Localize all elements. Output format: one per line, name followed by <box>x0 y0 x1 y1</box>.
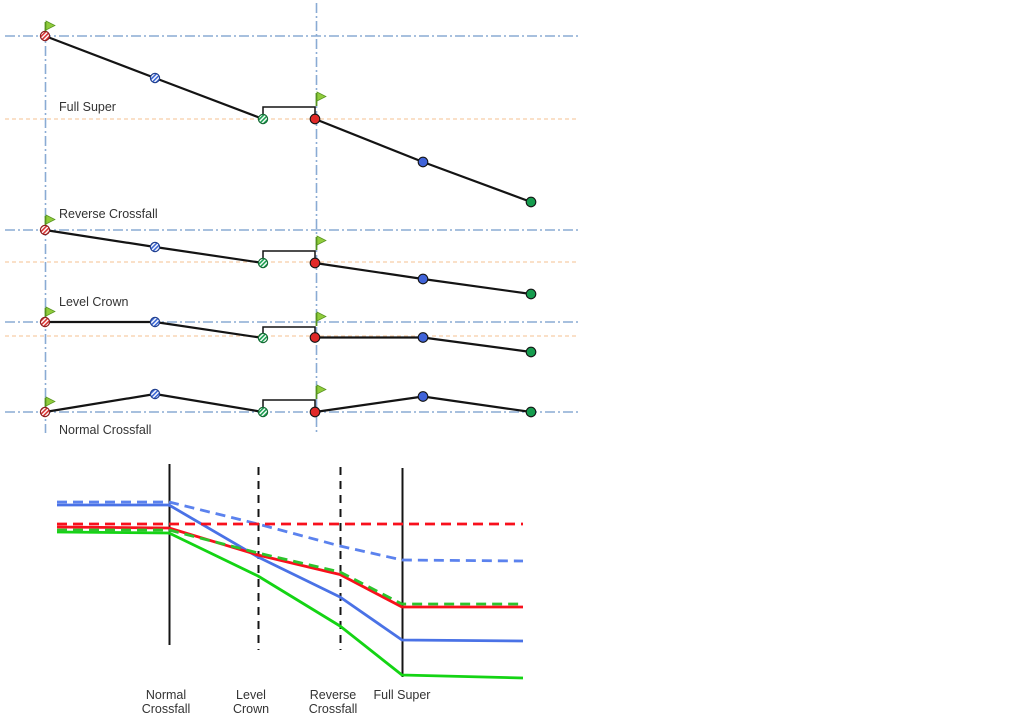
series-blue-dashed <box>57 500 524 563</box>
stage-label-line: Crossfall <box>308 701 358 716</box>
green-hatched-marker <box>257 406 269 418</box>
green-marker <box>525 406 537 418</box>
crown-step-normal-crossfall <box>262 399 316 412</box>
section-label-reverse-crossfall: Reverse Crossfall <box>59 207 158 221</box>
blue-marker <box>417 332 429 343</box>
flag-icon-full-super-0 <box>45 20 56 31</box>
flag-icon-reverse-crossfall-1 <box>316 235 327 246</box>
flag-icon-normal-crossfall-1 <box>316 384 327 395</box>
series-green-solid <box>56 530 524 680</box>
red-hatched-marker <box>39 316 51 328</box>
blue-marker <box>417 156 429 168</box>
stage-label-line: Crossfall <box>141 701 191 716</box>
flag-icon-reverse-crossfall-0 <box>45 214 56 225</box>
stage-label-normal-crossfall: Normal Crossfall <box>96 688 236 716</box>
crown-step-full-super <box>262 106 316 119</box>
stage-label-line: Crown <box>232 701 270 716</box>
red-hatched-marker <box>39 30 51 42</box>
green-marker <box>525 288 537 300</box>
blue-marker <box>417 391 429 402</box>
green-hatched-marker <box>257 332 269 344</box>
section-label-level-crown: Level Crown <box>59 295 129 309</box>
section-label-normal-crossfall: Normal Crossfall <box>59 423 152 437</box>
stage-label-level-crown: Level Crown <box>181 688 321 716</box>
section-label-full-super: Full Super <box>59 100 116 114</box>
green-marker <box>525 196 537 208</box>
blue-hatched-marker <box>149 316 161 328</box>
stage-label-full-super: Full Super <box>332 688 472 703</box>
red-marker <box>309 257 321 269</box>
blue-marker <box>417 273 429 285</box>
flag-icon-level-crown-1 <box>316 311 327 322</box>
flag-icon-full-super-1 <box>316 91 327 102</box>
series-green-dashed <box>57 528 523 606</box>
crown-step-reverse-crossfall <box>262 250 316 263</box>
stage-label-line: Normal <box>145 688 187 702</box>
red-hatched-marker <box>39 224 51 236</box>
green-hatched-marker <box>257 257 269 269</box>
stage-label-line: Reverse <box>309 688 357 702</box>
blue-hatched-marker <box>149 388 161 400</box>
green-hatched-marker <box>257 113 269 125</box>
green-marker <box>525 346 537 358</box>
red-marker <box>309 113 321 125</box>
stage-label-line: Level <box>236 688 266 702</box>
flag-icon-level-crown-0 <box>45 306 56 317</box>
series-blue-solid <box>57 503 524 643</box>
flag-icon-normal-crossfall-0 <box>45 396 56 407</box>
stage-label-reverse-crossfall: Reverse Crossfall <box>263 688 403 716</box>
series-red-solid <box>56 525 523 609</box>
stage-label-line: Full Super <box>373 688 431 702</box>
blue-hatched-marker <box>149 241 161 253</box>
red-marker <box>309 406 321 418</box>
blue-hatched-marker <box>149 72 161 84</box>
red-hatched-marker <box>39 406 51 418</box>
red-marker <box>309 332 321 343</box>
